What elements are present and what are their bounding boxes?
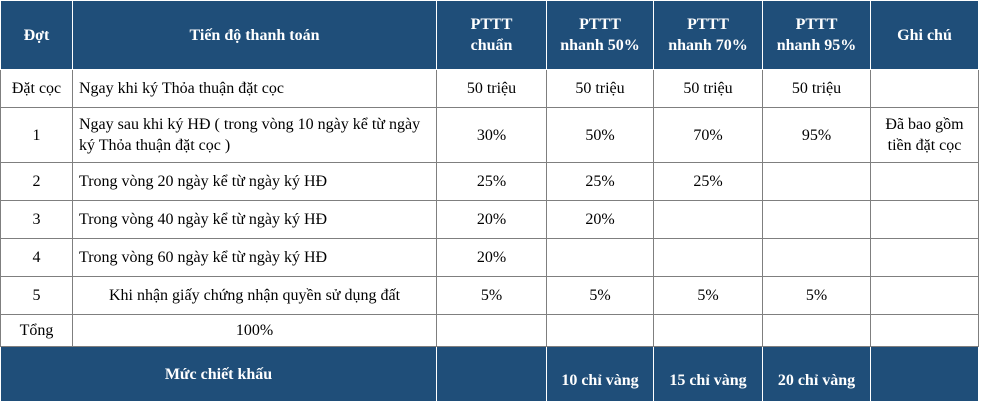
cell-pttt-95: 5% bbox=[762, 276, 871, 315]
cell-total: 100% bbox=[72, 314, 437, 347]
cell-pttt-70 bbox=[653, 200, 763, 239]
cell-desc: Trong vòng 60 ngày kể từ ngày ký HĐ bbox=[72, 238, 437, 277]
table-row-1: 1 Ngay sau khi ký HĐ ( trong vòng 10 ngà… bbox=[0, 107, 979, 163]
table-row-2: 2 Trong vòng 20 ngày kể từ ngày ký HĐ 25… bbox=[0, 162, 979, 201]
cell-dot: Tổng bbox=[0, 314, 73, 347]
cell-dot: 2 bbox=[0, 162, 73, 201]
table-row-dat-coc: Đặt cọc Ngay khi ký Thỏa thuận đặt cọc 5… bbox=[0, 69, 979, 108]
cell-pttt-chuan: 5% bbox=[436, 276, 547, 315]
cell-pttt-chuan: 25% bbox=[436, 162, 547, 201]
cell-pttt-50 bbox=[546, 238, 654, 277]
cell-pttt-chuan: 50 triệu bbox=[436, 69, 547, 108]
discount-label: Mức chiết khấu bbox=[0, 346, 437, 402]
discount-pttt-70: 15 chỉ vàng bbox=[653, 346, 763, 402]
cell-note: Đã bao gồm tiền đặt cọc bbox=[870, 107, 979, 163]
cell-pttt-chuan: 20% bbox=[436, 238, 547, 277]
cell-note bbox=[870, 276, 979, 315]
header-pttt-50: PTTT nhanh 50% bbox=[546, 0, 654, 70]
header-pttt-chuan-line1: PTTT bbox=[470, 16, 513, 33]
cell-note bbox=[870, 69, 979, 108]
cell-pttt-95: 50 triệu bbox=[762, 69, 871, 108]
cell-pttt-95 bbox=[762, 238, 871, 277]
cell-pttt-95 bbox=[762, 314, 871, 347]
cell-pttt-70: 70% bbox=[653, 107, 763, 163]
cell-pttt-95 bbox=[762, 162, 871, 201]
cell-pttt-70: 25% bbox=[653, 162, 763, 201]
header-pttt-chuan: PTTT chuẩn bbox=[436, 0, 547, 70]
cell-pttt-95 bbox=[762, 200, 871, 239]
header-dot: Đợt bbox=[0, 0, 73, 70]
cell-pttt-chuan: 30% bbox=[436, 107, 547, 163]
table-row-tong: Tổng 100% bbox=[0, 314, 979, 347]
header-ghi-chu: Ghi chú bbox=[870, 0, 979, 70]
cell-dot: 5 bbox=[0, 276, 73, 315]
header-pttt-50-line1: PTTT bbox=[579, 16, 621, 33]
cell-pttt-70: 50 triệu bbox=[653, 69, 763, 108]
cell-note bbox=[870, 200, 979, 239]
cell-desc: Trong vòng 20 ngày kể từ ngày ký HĐ bbox=[72, 162, 437, 201]
cell-pttt-95: 95% bbox=[762, 107, 871, 163]
cell-pttt-50: 25% bbox=[546, 162, 654, 201]
cell-dot: 3 bbox=[0, 200, 73, 239]
discount-note bbox=[870, 346, 979, 402]
header-pttt-70-line1: PTTT bbox=[687, 16, 729, 33]
cell-pttt-50 bbox=[546, 314, 654, 347]
cell-dot: Đặt cọc bbox=[0, 69, 73, 108]
cell-pttt-70: 5% bbox=[653, 276, 763, 315]
cell-note bbox=[870, 162, 979, 201]
table-row-4: 4 Trong vòng 60 ngày kể từ ngày ký HĐ 20… bbox=[0, 238, 979, 277]
cell-dot: 4 bbox=[0, 238, 73, 277]
cell-pttt-chuan bbox=[436, 314, 547, 347]
cell-pttt-50: 50 triệu bbox=[546, 69, 654, 108]
header-pttt-95-line2: nhanh 95% bbox=[776, 37, 857, 54]
header-pttt-chuan-line2: chuẩn bbox=[470, 37, 513, 54]
header-pttt-95-line1: PTTT bbox=[795, 16, 838, 33]
cell-desc: Ngay sau khi ký HĐ ( trong vòng 10 ngày … bbox=[72, 107, 437, 163]
header-pttt-50-line2: nhanh 50% bbox=[560, 37, 640, 54]
discount-pttt-95: 20 chỉ vàng bbox=[762, 346, 871, 402]
header-tien-do: Tiến độ thanh toán bbox=[72, 0, 437, 70]
cell-pttt-70 bbox=[653, 238, 763, 277]
discount-pttt-50: 10 chỉ vàng bbox=[546, 346, 654, 402]
cell-pttt-50: 5% bbox=[546, 276, 654, 315]
cell-desc: Trong vòng 40 ngày kể từ ngày ký HĐ bbox=[72, 200, 437, 239]
header-row: Đợt Tiến độ thanh toán PTTT chuẩn PTTT n… bbox=[0, 0, 979, 70]
cell-desc: Khi nhận giấy chứng nhận quyền sử dụng đ… bbox=[72, 276, 437, 315]
table-row-5: 5 Khi nhận giấy chứng nhận quyền sử dụng… bbox=[0, 276, 979, 315]
discount-pttt-chuan bbox=[436, 346, 547, 402]
header-pttt-70-line2: nhanh 70% bbox=[668, 37, 748, 54]
cell-pttt-chuan: 20% bbox=[436, 200, 547, 239]
cell-note bbox=[870, 238, 979, 277]
cell-pttt-70 bbox=[653, 314, 763, 347]
cell-desc: Ngay khi ký Thỏa thuận đặt cọc bbox=[72, 69, 437, 108]
table-row-3: 3 Trong vòng 40 ngày kể từ ngày ký HĐ 20… bbox=[0, 200, 979, 239]
cell-dot: 1 bbox=[0, 107, 73, 163]
header-pttt-70: PTTT nhanh 70% bbox=[653, 0, 763, 70]
cell-note bbox=[870, 314, 979, 347]
cell-pttt-50: 20% bbox=[546, 200, 654, 239]
header-pttt-95: PTTT nhanh 95% bbox=[762, 0, 871, 70]
discount-row: Mức chiết khấu 10 chỉ vàng 15 chỉ vàng 2… bbox=[0, 346, 979, 402]
cell-pttt-50: 50% bbox=[546, 107, 654, 163]
